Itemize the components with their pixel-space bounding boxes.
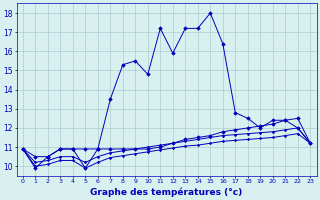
X-axis label: Graphe des températures (°c): Graphe des températures (°c) bbox=[91, 187, 243, 197]
